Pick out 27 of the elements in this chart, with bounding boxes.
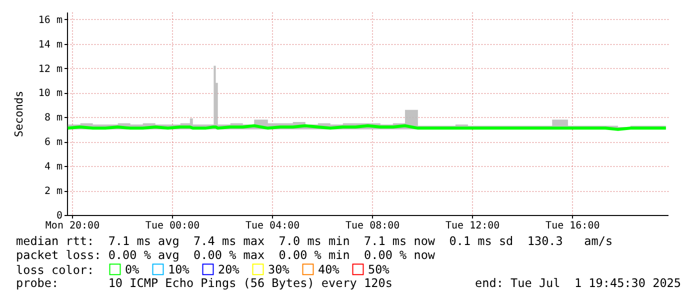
y-tick-label: 8 m [44, 112, 62, 124]
y-tick-label: 2 m [44, 186, 62, 198]
text: median rtt: 7.1 ms avg 7.4 ms max 7.0 ms min 7.1 ms now 0.1 ms sd 130.3 am/s [16, 234, 613, 248]
legend-label: 50% [368, 262, 390, 276]
y-axis-title: Seconds [12, 90, 26, 138]
legend-title: loss color: [16, 263, 94, 277]
y-tick-label: 14 m [38, 39, 62, 50]
legend-label: 10% [168, 262, 190, 276]
legend-label: 30% [268, 262, 290, 276]
legend-label: 20% [218, 262, 240, 276]
y-tick-label: 12 m [38, 64, 62, 75]
legend-label: 40% [318, 262, 340, 276]
y-tick-label: 0 [56, 210, 62, 222]
text: packet loss: 0.00 % avg 0.00 % max 0.00 % min 0.00 % now [16, 248, 436, 262]
x-tick-label: Tue 04:00 [245, 220, 300, 232]
y-tick-label: 4 m [44, 162, 62, 173]
x-tick-label: Tue 08:00 [345, 220, 400, 232]
x-tick-label: Tue 12:00 [446, 220, 500, 232]
x-tick-label: Tue 00:00 [145, 220, 200, 232]
x-tick-label: Tue 16:00 [546, 220, 600, 232]
text: probe: 10 ICMP Echo Pings (56 Bytes) every 120s [16, 276, 392, 290]
y-tick-label: 10 m [38, 88, 62, 100]
y-tick-label: 6 m [44, 137, 62, 148]
x-tick-label: Mon 20:00 [45, 220, 100, 232]
legend-label: 0% [125, 262, 140, 276]
y-tick-label: 16 m [38, 14, 62, 26]
text: end: Tue Jul 1 19:45:30 2025 [475, 276, 681, 290]
